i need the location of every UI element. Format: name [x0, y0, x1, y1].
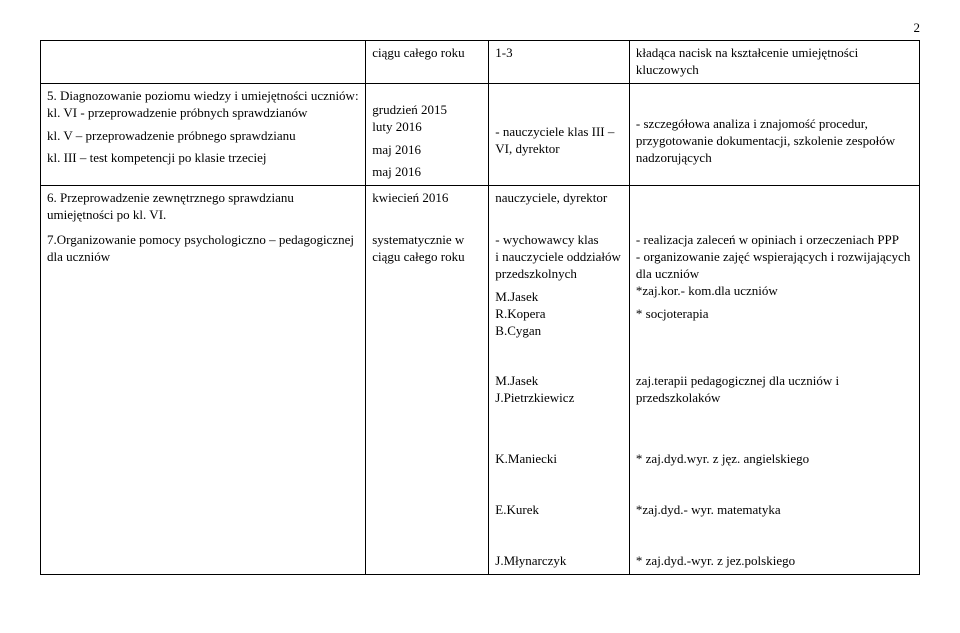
- cell: [41, 488, 366, 539]
- text: - realizacja zaleceń w opiniach i orzecz…: [636, 232, 913, 283]
- text: - szczegółowa analiza i znajomość proced…: [636, 116, 913, 167]
- cell: 5. Diagnozowanie poziomu wiedzy i umieję…: [41, 83, 366, 186]
- cell: ciągu całego roku: [366, 41, 489, 84]
- cell: - wychowawcy klas i nauczyciele oddziałó…: [489, 228, 630, 343]
- cell: nauczyciele, dyrektor: [489, 186, 630, 228]
- table-row: 5. Diagnozowanie poziomu wiedzy i umieję…: [41, 83, 920, 186]
- text: kl. VI - przeprowadzenie próbnych sprawd…: [47, 105, 359, 122]
- table-row: M.Jasek J.Pietrzkiewicz zaj.terapii peda…: [41, 343, 920, 437]
- cell: - szczegółowa analiza i znajomość proced…: [629, 83, 919, 186]
- text: - wychowawcy klas i nauczyciele oddziałó…: [495, 232, 623, 283]
- cell: * zaj.dyd.wyr. z jęz. angielskiego: [629, 437, 919, 488]
- text: *zaj.kor.- kom.dla uczniów: [636, 283, 913, 300]
- cell: [41, 41, 366, 84]
- cell: zaj.terapii pedagogicznej dla uczniów i …: [629, 343, 919, 437]
- cell: M.Jasek J.Pietrzkiewicz: [489, 343, 630, 437]
- text: maj 2016: [372, 142, 482, 159]
- cell: - realizacja zaleceń w opiniach i orzecz…: [629, 228, 919, 343]
- cell: [366, 488, 489, 539]
- cell: kładąca nacisk na kształcenie umiejętnoś…: [629, 41, 919, 84]
- cell: grudzień 2015 luty 2016 maj 2016 maj 201…: [366, 83, 489, 186]
- cell: systematycznie w ciągu całego roku: [366, 228, 489, 343]
- cell: 1-3: [489, 41, 630, 84]
- cell: [629, 186, 919, 228]
- main-table: ciągu całego roku 1-3 kładąca nacisk na …: [40, 40, 920, 575]
- text: * socjoterapia: [636, 306, 913, 323]
- text: - nauczyciele klas III – VI, dyrektor: [495, 124, 623, 158]
- table-row: 6. Przeprowadzenie zewnętrznego sprawdzi…: [41, 186, 920, 228]
- cell: [41, 343, 366, 437]
- cell: [366, 539, 489, 574]
- table-row: K.Maniecki * zaj.dyd.wyr. z jęz. angiels…: [41, 437, 920, 488]
- text: grudzień 2015: [372, 102, 482, 119]
- cell: * zaj.dyd.-wyr. z jez.polskiego: [629, 539, 919, 574]
- text: M.Jasek R.Kopera B.Cygan: [495, 289, 623, 340]
- text: 5. Diagnozowanie poziomu wiedzy i umieję…: [47, 88, 359, 105]
- cell: K.Maniecki: [489, 437, 630, 488]
- cell: [41, 539, 366, 574]
- table-row: J.Młynarczyk * zaj.dyd.-wyr. z jez.polsk…: [41, 539, 920, 574]
- cell: J.Młynarczyk: [489, 539, 630, 574]
- cell: 6. Przeprowadzenie zewnętrznego sprawdzi…: [41, 186, 366, 228]
- cell: E.Kurek: [489, 488, 630, 539]
- table-row: 7.Organizowanie pomocy psychologiczno – …: [41, 228, 920, 343]
- page-number: 2: [40, 20, 920, 36]
- cell: kwiecień 2016: [366, 186, 489, 228]
- cell: *zaj.dyd.- wyr. matematyka: [629, 488, 919, 539]
- text: maj 2016: [372, 164, 482, 181]
- text: luty 2016: [372, 119, 482, 136]
- cell: [41, 437, 366, 488]
- cell: - nauczyciele klas III – VI, dyrektor: [489, 83, 630, 186]
- text: zaj.terapii pedagogicznej dla uczniów i …: [636, 373, 913, 407]
- table-row: ciągu całego roku 1-3 kładąca nacisk na …: [41, 41, 920, 84]
- cell: [366, 343, 489, 437]
- text: kl. V – przeprowadzenie próbnego sprawdz…: [47, 128, 359, 145]
- cell: [366, 437, 489, 488]
- text: M.Jasek J.Pietrzkiewicz: [495, 373, 623, 407]
- text: kl. III – test kompetencji po klasie trz…: [47, 150, 359, 167]
- cell: 7.Organizowanie pomocy psychologiczno – …: [41, 228, 366, 343]
- table-row: E.Kurek *zaj.dyd.- wyr. matematyka: [41, 488, 920, 539]
